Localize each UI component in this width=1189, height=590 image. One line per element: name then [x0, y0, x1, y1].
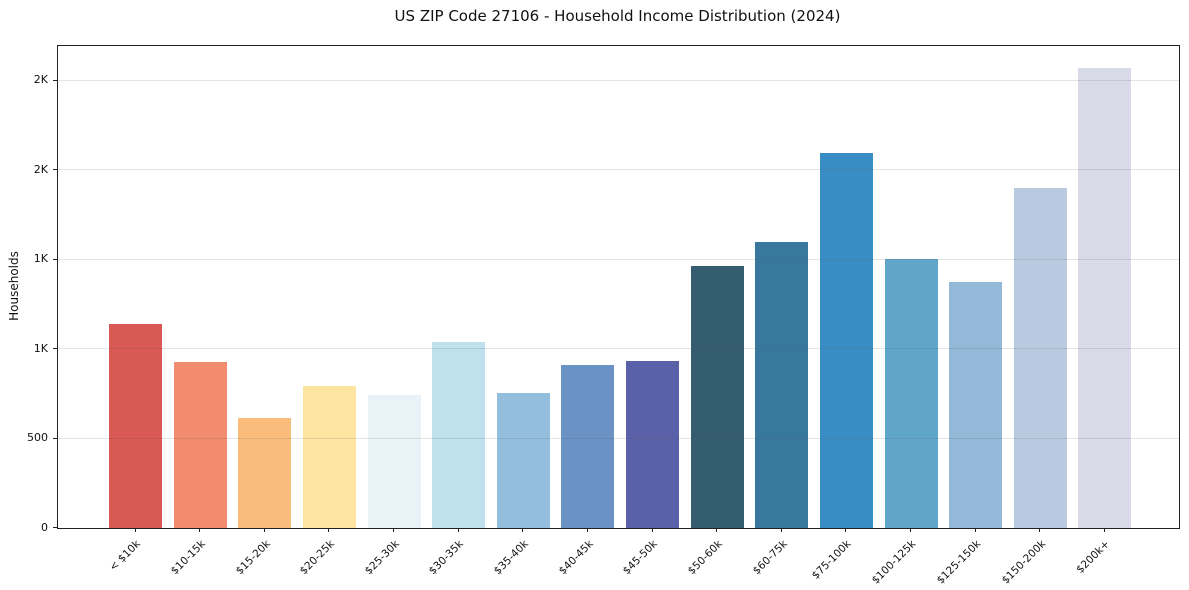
x-tick-mark [393, 528, 395, 532]
gridline-500 [58, 437, 1179, 439]
x-tick-mark [134, 528, 136, 532]
gridline-1K [58, 258, 1179, 260]
x-tick-label: $200k+ [1074, 538, 1113, 576]
y-tick-label: 2K [33, 73, 48, 87]
bar-1 [109, 324, 163, 528]
y-tick-mark [53, 79, 57, 81]
x-tick-label: < $10k [107, 538, 144, 574]
bar-15 [1013, 188, 1067, 528]
y-tick-mark [53, 437, 57, 439]
x-tick-mark [651, 528, 653, 532]
x-tick-label: $125-150k [934, 538, 984, 587]
y-tick-label: 0 [41, 520, 48, 534]
bar-6 [432, 342, 486, 528]
y-tick-mark [53, 527, 57, 528]
x-tick-mark [974, 528, 976, 532]
x-tick-mark [1103, 528, 1105, 532]
bar-4 [302, 385, 356, 528]
chart-title: US ZIP Code 27106 - Household Income Dis… [394, 7, 841, 25]
x-tick-mark [457, 528, 459, 532]
y-tick-label: 1K [33, 252, 48, 266]
x-tick-mark [910, 528, 912, 532]
bar-13 [884, 258, 938, 528]
bar-2 [173, 361, 227, 528]
bar-5 [367, 394, 421, 528]
x-tick-label: $60-75k [750, 538, 790, 578]
y-tick-mark [53, 258, 57, 260]
y-tick-mark [53, 348, 57, 350]
y-tick-label: 500 [27, 431, 48, 445]
x-tick-label: $50-60k [685, 538, 725, 578]
x-tick-mark [263, 528, 265, 532]
gridline-2K [58, 79, 1179, 81]
bar-7 [496, 392, 550, 528]
gridline-1K [58, 348, 1179, 350]
bar-3 [238, 418, 292, 528]
x-tick-label: $100-125k [869, 538, 919, 587]
bar-14 [949, 282, 1003, 528]
x-tick-mark [199, 528, 201, 532]
x-tick-label: $30-35k [427, 538, 467, 578]
x-tick-label: $75-100k [810, 538, 854, 582]
x-tick-label: $15-20k [233, 538, 273, 578]
bar-11 [755, 241, 809, 528]
x-tick-label: $40-45k [556, 538, 596, 578]
y-tick-label: 1K [33, 341, 48, 355]
bar-8 [561, 365, 615, 528]
bar-9 [626, 360, 680, 528]
bar-12 [819, 153, 873, 528]
x-tick-mark [716, 528, 718, 532]
x-tick-mark [845, 528, 847, 532]
gridline-2K [58, 169, 1179, 171]
x-tick-label: $25-30k [362, 538, 402, 578]
y-tick-mark [53, 169, 57, 171]
x-tick-label: $150-200k [999, 538, 1048, 587]
x-tick-mark [586, 528, 588, 532]
x-tick-label: $35-40k [491, 538, 531, 578]
x-tick-label: $10-15k [168, 538, 208, 578]
x-tick-mark [1039, 528, 1041, 532]
bar-10 [690, 266, 744, 528]
x-tick-label: $45-50k [620, 538, 661, 578]
y-tick-label: 2K [33, 162, 48, 176]
x-tick-mark [780, 528, 782, 532]
bar-16 [1078, 68, 1132, 528]
x-tick-mark [522, 528, 524, 532]
x-tick-mark [328, 528, 330, 532]
x-tick-label: $20-25k [297, 538, 337, 578]
plot-area [57, 45, 1180, 529]
